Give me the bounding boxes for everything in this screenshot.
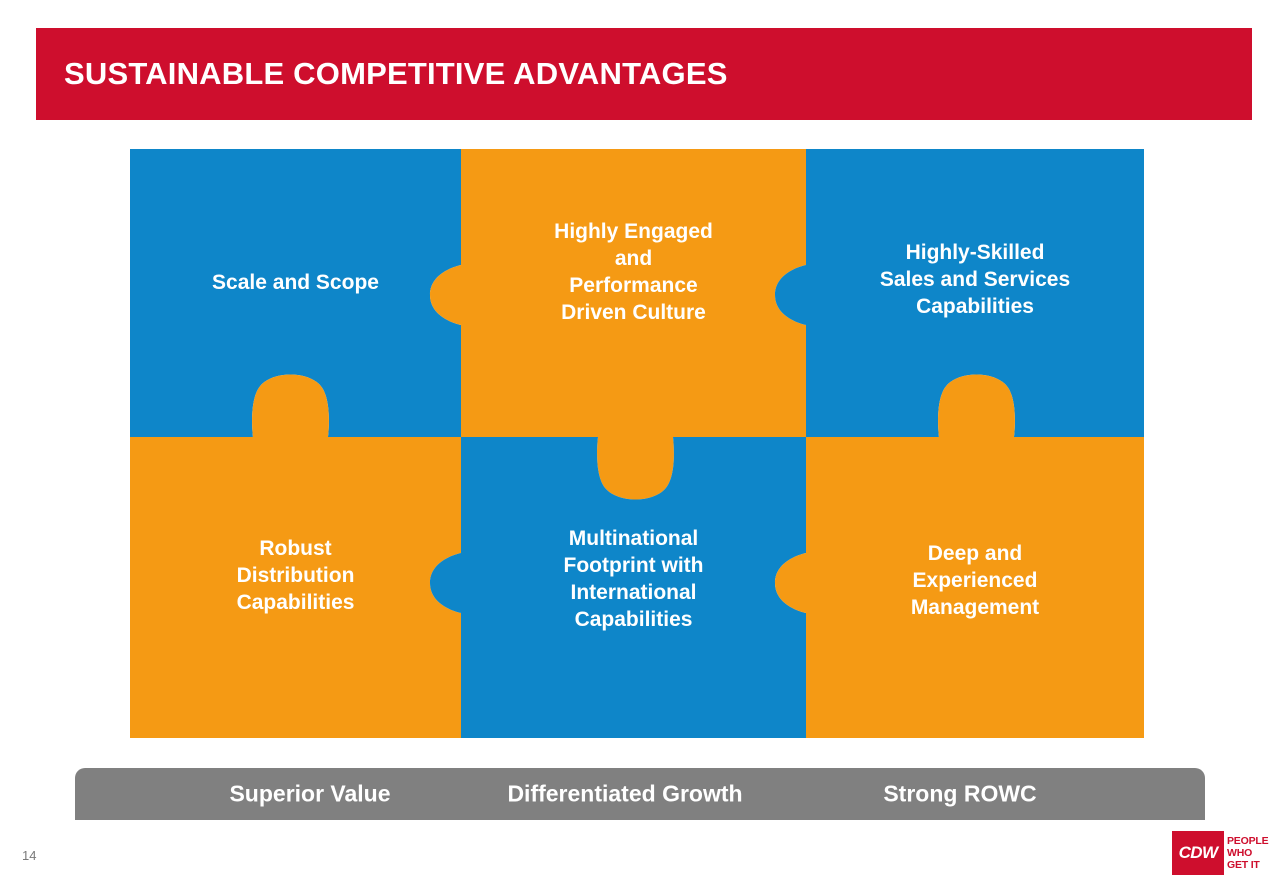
puzzle-piece-multinational[interactable] bbox=[430, 437, 806, 738]
footer-item-differentiated-growth: Differentiated Growth bbox=[507, 780, 743, 807]
cdw-tagline-line-3: GET IT bbox=[1227, 859, 1260, 871]
page-title: SUSTAINABLE COMPETITIVE ADVANTAGES bbox=[64, 56, 728, 91]
outcomes-footer-bar: Superior Value Differentiated Growth Str… bbox=[75, 768, 1205, 820]
footer-item-strong-rowc: Strong ROWC bbox=[883, 780, 1037, 807]
puzzle-svg bbox=[130, 149, 1144, 738]
puzzle-piece-highly-skilled[interactable] bbox=[775, 149, 1144, 437]
puzzle-piece-highly-engaged[interactable] bbox=[430, 149, 806, 500]
puzzle-piece-scale-and-scope[interactable] bbox=[130, 149, 461, 437]
cdw-tagline-line-1: PEOPLE bbox=[1227, 835, 1269, 847]
cdw-tagline-line-2: WHO bbox=[1227, 847, 1253, 859]
cdw-logo-wordmark: CDW bbox=[1178, 843, 1218, 862]
puzzle-piece-deep-experienced[interactable] bbox=[775, 374, 1144, 739]
cdw-logo-tagline: PEOPLE WHO GET IT bbox=[1227, 835, 1271, 871]
page-number: 14 bbox=[22, 848, 37, 863]
cdw-logo-mark bbox=[1172, 831, 1224, 875]
cdw-logo: CDW PEOPLE WHO GET IT bbox=[1172, 831, 1271, 875]
footer-item-superior-value: Superior Value bbox=[229, 780, 391, 807]
puzzle-diagram: Scale and Scope Highly Engaged and Perfo… bbox=[130, 149, 1144, 738]
slide-title-banner: SUSTAINABLE COMPETITIVE ADVANTAGES bbox=[36, 28, 1252, 120]
puzzle-piece-robust-distribution[interactable] bbox=[130, 374, 461, 739]
